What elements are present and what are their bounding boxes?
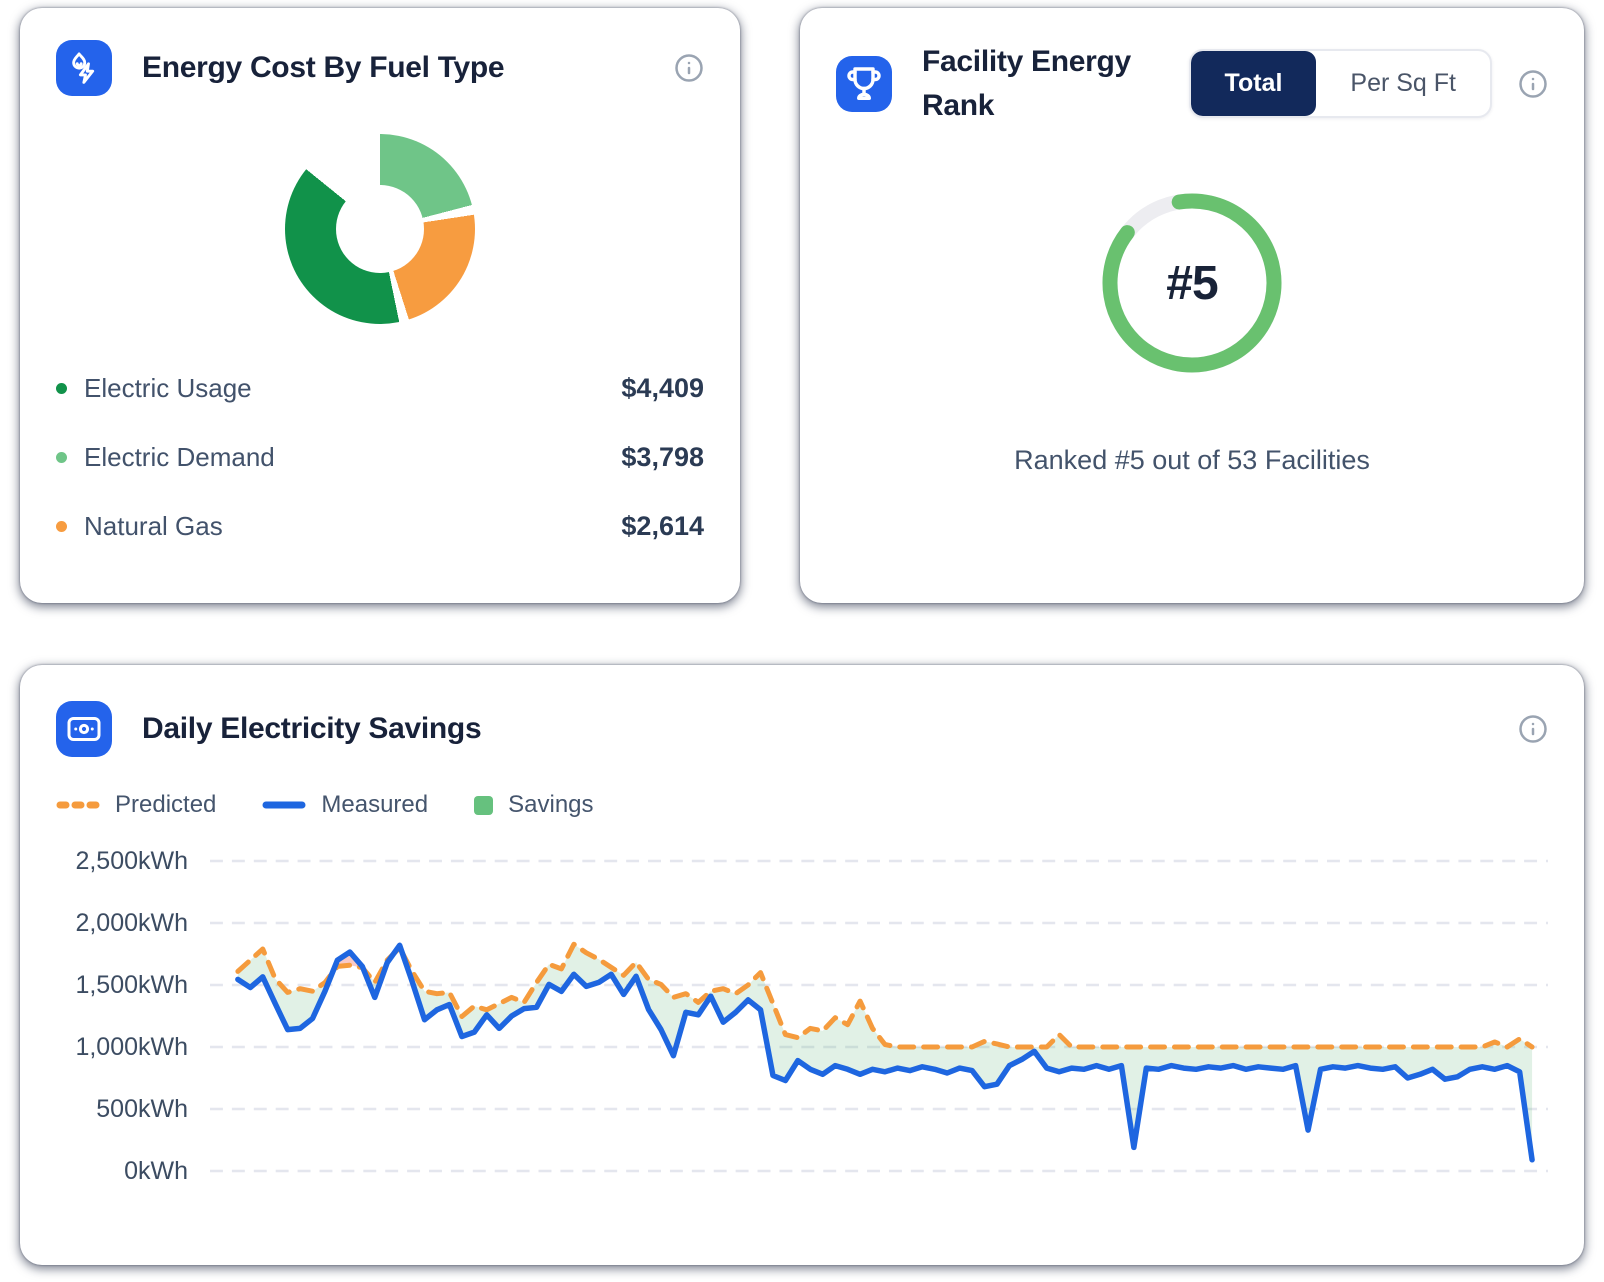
info-icon[interactable] <box>1518 69 1548 99</box>
rank-toggle: Total Per Sq Ft <box>1188 49 1492 118</box>
fuel-legend: Electric Usage $4,409 Electric Demand $3… <box>56 354 704 561</box>
daily-savings-card: Daily Electricity Savings Predicted Meas… <box>20 665 1584 1265</box>
energy-cost-header: Energy Cost By Fuel Type <box>56 40 704 96</box>
legend-item-measured: Measured <box>262 791 428 819</box>
rank-ring-wrap: #5 <box>836 183 1548 383</box>
rank-value: #5 <box>1166 256 1218 310</box>
daily-savings-header: Daily Electricity Savings <box>56 701 1548 757</box>
predicted-dash-swatch <box>56 801 100 809</box>
daily-savings-title: Daily Electricity Savings <box>142 712 482 746</box>
y-tick: 1,500kWh <box>75 971 188 999</box>
toggle-option-total[interactable]: Total <box>1190 51 1317 116</box>
savings-plot <box>208 849 1548 1189</box>
savings-square-swatch <box>474 795 494 815</box>
y-tick: 2,500kWh <box>75 847 188 875</box>
legend-label: Natural Gas <box>84 511 223 541</box>
y-tick: 2,000kWh <box>75 909 188 937</box>
rank-progress-arc <box>1102 193 1282 373</box>
rank-caption: Ranked #5 out of 53 Facilities <box>1014 445 1370 475</box>
natural-gas-dot <box>56 521 67 532</box>
info-icon[interactable] <box>674 53 704 83</box>
y-tick: 500kWh <box>96 1095 188 1123</box>
facility-rank-title: Facility Energy Rank <box>922 45 1131 122</box>
energy-cost-card: Energy Cost By Fuel Type Electric Usage … <box>20 8 740 603</box>
legend-row-electric-demand: Electric Demand $3,798 <box>56 423 704 492</box>
legend-value: $2,614 <box>621 511 704 541</box>
legend-label: Measured <box>321 791 429 818</box>
facility-rank-header: Facility Energy Rank Total Per Sq Ft <box>836 40 1548 127</box>
banknote-icon <box>56 701 112 757</box>
legend-label: Electric Demand <box>84 442 275 472</box>
donut-hole <box>336 185 424 273</box>
electric-usage-dot <box>56 383 67 394</box>
legend-row-natural-gas: Natural Gas $2,614 <box>56 492 704 561</box>
top-row: Energy Cost By Fuel Type Electric Usage … <box>20 8 1584 603</box>
legend-label: Electric Usage <box>84 373 252 403</box>
savings-chart-area: 2,500kWh 2,000kWh 1,500kWh 1,000kWh 500k… <box>56 847 1548 1189</box>
savings-chart-svg <box>209 859 1548 1173</box>
legend-value: $3,798 <box>621 442 704 472</box>
legend-item-predicted: Predicted <box>56 791 216 819</box>
facility-rank-card: Facility Energy Rank Total Per Sq Ft <box>800 8 1584 603</box>
legend-row-electric-usage: Electric Usage $4,409 <box>56 354 704 423</box>
savings-chart-legend: Predicted Measured Savings <box>56 791 1548 819</box>
donut-chart-wrap <box>56 134 704 324</box>
legend-label: Predicted <box>115 791 217 818</box>
y-tick: 0kWh <box>124 1157 188 1185</box>
legend-value: $4,409 <box>621 373 704 403</box>
electric-demand-dot <box>56 452 67 463</box>
fuel-donut-chart <box>285 134 475 324</box>
measured-line-swatch <box>262 801 306 809</box>
toggle-option-per-sq-ft[interactable]: Per Sq Ft <box>1316 51 1490 116</box>
flame-bolt-icon <box>56 40 112 96</box>
legend-label: Savings <box>508 791 594 818</box>
rank-progress-ring: #5 <box>1092 183 1292 383</box>
info-icon[interactable] <box>1518 714 1548 744</box>
legend-item-savings: Savings <box>474 791 594 819</box>
y-tick: 1,000kWh <box>75 1033 188 1061</box>
trophy-icon <box>836 55 892 112</box>
energy-cost-title: Energy Cost By Fuel Type <box>142 51 505 85</box>
